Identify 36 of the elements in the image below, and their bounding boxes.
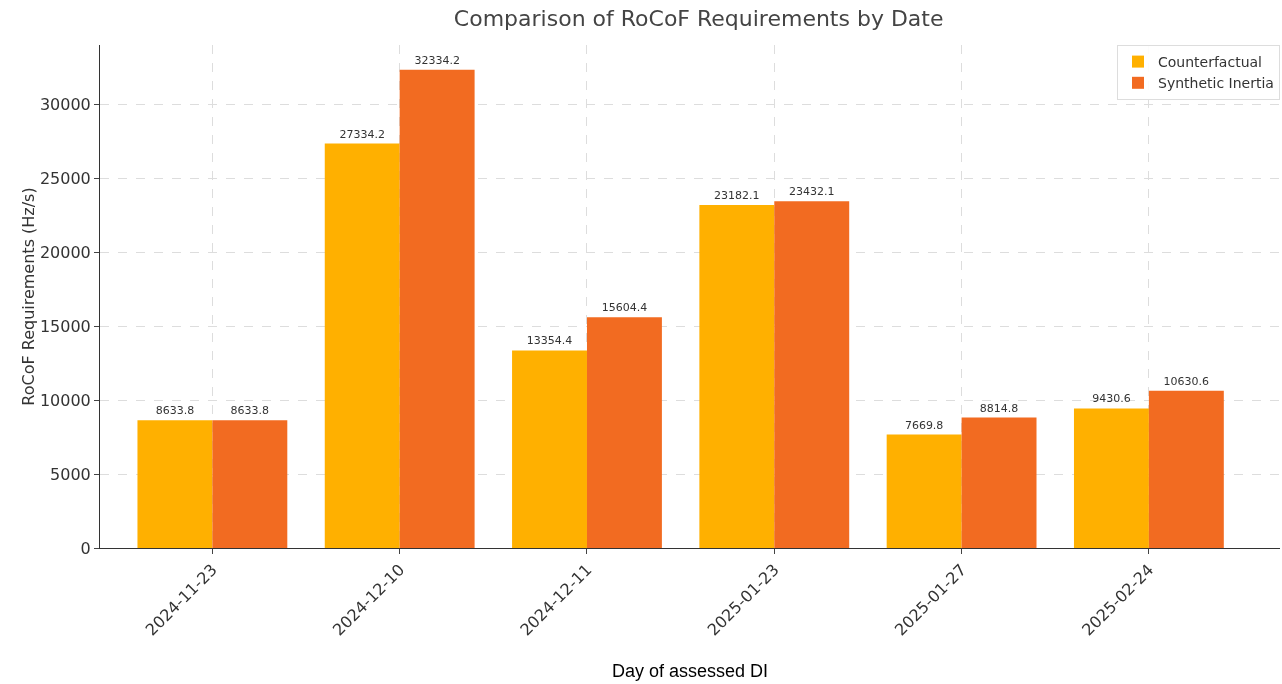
bar bbox=[1073, 408, 1149, 548]
y-tick-label: 5000 bbox=[50, 464, 91, 484]
data-label: 8633.8 bbox=[155, 404, 195, 418]
bar bbox=[1148, 390, 1224, 548]
y-tick-label: 10000 bbox=[39, 390, 91, 410]
bar bbox=[324, 143, 400, 548]
y-axis-title: RoCoF Requirements (Hz/s) bbox=[18, 187, 38, 406]
data-label: 7669.8 bbox=[904, 418, 944, 432]
bar bbox=[699, 205, 775, 548]
y-tick-label: 30000 bbox=[39, 94, 91, 114]
bar bbox=[961, 417, 1037, 548]
bar bbox=[399, 69, 475, 548]
data-label: 23432.1 bbox=[789, 185, 835, 199]
data-label: 27334.2 bbox=[339, 127, 385, 141]
bar bbox=[886, 434, 962, 548]
bar bbox=[586, 317, 662, 548]
legend-label: Synthetic Inertia bbox=[1158, 75, 1274, 92]
data-label: 23182.1 bbox=[714, 189, 760, 203]
y-tick-label: 20000 bbox=[39, 242, 91, 262]
y-tick-label: 15000 bbox=[39, 316, 91, 336]
x-axis-title: Day of assessed DI bbox=[611, 660, 769, 681]
data-label: 32334.2 bbox=[414, 53, 460, 67]
bar bbox=[774, 201, 850, 548]
data-label: 9430.6 bbox=[1092, 392, 1131, 406]
y-tick-label: 0 bbox=[80, 538, 91, 558]
data-label: 8633.8 bbox=[230, 404, 270, 418]
legend-label: Counterfactual bbox=[1158, 54, 1262, 71]
bar bbox=[512, 350, 587, 548]
data-label: 8814.8 bbox=[979, 401, 1019, 415]
bar bbox=[212, 420, 288, 548]
bar bbox=[137, 420, 213, 548]
chart-title: Comparison of RoCoF Requirements by Date bbox=[453, 5, 944, 31]
data-label: 13354.4 bbox=[526, 334, 573, 348]
y-tick-label: 25000 bbox=[39, 168, 91, 188]
data-label: 10630.6 bbox=[1163, 374, 1210, 388]
data-label: 15604.4 bbox=[601, 301, 648, 315]
